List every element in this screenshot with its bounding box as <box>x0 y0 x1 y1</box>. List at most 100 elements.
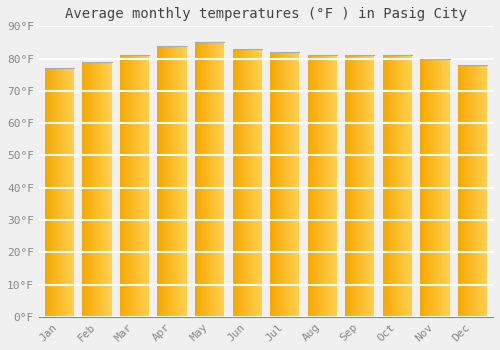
Bar <box>123 55 124 317</box>
Bar <box>180 46 181 317</box>
Bar <box>50 68 51 317</box>
Bar <box>449 58 450 317</box>
Bar <box>464 65 465 317</box>
Bar <box>59 68 60 317</box>
Bar <box>159 46 160 317</box>
Bar <box>219 42 220 317</box>
Bar <box>322 55 323 317</box>
Bar <box>134 55 135 317</box>
Bar <box>259 49 260 317</box>
Bar <box>388 55 389 317</box>
Bar <box>440 58 442 317</box>
Bar <box>421 58 422 317</box>
Bar <box>47 68 48 317</box>
Bar <box>478 65 479 317</box>
Bar <box>185 46 186 317</box>
Bar <box>103 62 104 317</box>
Bar <box>58 68 59 317</box>
Bar <box>368 55 369 317</box>
Bar <box>333 55 334 317</box>
Bar <box>411 55 412 317</box>
Bar <box>459 65 460 317</box>
Bar <box>279 52 280 317</box>
Bar <box>308 55 309 317</box>
Bar <box>385 55 386 317</box>
Bar <box>146 55 147 317</box>
Bar <box>297 52 298 317</box>
Bar <box>443 58 444 317</box>
Bar <box>238 49 239 317</box>
Bar <box>86 62 87 317</box>
Bar <box>177 46 178 317</box>
Bar <box>293 52 294 317</box>
Bar <box>245 49 246 317</box>
Bar <box>46 68 47 317</box>
Bar <box>122 55 123 317</box>
Bar <box>248 49 249 317</box>
Bar <box>444 58 445 317</box>
Bar <box>258 49 259 317</box>
Bar <box>290 52 291 317</box>
Bar <box>216 42 217 317</box>
Bar <box>481 65 482 317</box>
Bar <box>137 55 138 317</box>
Bar <box>256 49 257 317</box>
Bar <box>405 55 406 317</box>
Bar <box>312 55 313 317</box>
Bar <box>365 55 366 317</box>
Bar <box>410 55 411 317</box>
Bar <box>438 58 439 317</box>
Bar <box>332 55 333 317</box>
Bar <box>94 62 95 317</box>
Bar <box>320 55 321 317</box>
Bar <box>172 46 173 317</box>
Bar <box>309 55 310 317</box>
Bar <box>392 55 393 317</box>
Bar <box>237 49 238 317</box>
Bar <box>90 62 91 317</box>
Bar <box>142 55 144 317</box>
Bar <box>87 62 88 317</box>
Bar <box>253 49 254 317</box>
Bar <box>347 55 348 317</box>
Bar <box>181 46 182 317</box>
Bar <box>387 55 388 317</box>
Bar <box>470 65 471 317</box>
Bar <box>234 49 235 317</box>
Bar <box>165 46 166 317</box>
Bar <box>274 52 276 317</box>
Bar <box>243 49 244 317</box>
Bar <box>164 46 165 317</box>
Bar <box>140 55 141 317</box>
Bar <box>175 46 176 317</box>
Bar <box>484 65 486 317</box>
Bar <box>61 68 62 317</box>
Bar <box>401 55 402 317</box>
Bar <box>458 65 459 317</box>
Bar <box>132 55 133 317</box>
Bar <box>350 55 351 317</box>
Bar <box>486 65 487 317</box>
Bar <box>88 62 89 317</box>
Bar <box>355 55 356 317</box>
Bar <box>99 62 100 317</box>
Bar <box>100 62 101 317</box>
Bar <box>95 62 96 317</box>
Bar <box>316 55 317 317</box>
Bar <box>273 52 274 317</box>
Bar <box>199 42 200 317</box>
Bar <box>295 52 296 317</box>
Bar <box>92 62 93 317</box>
Bar <box>311 55 312 317</box>
Bar <box>120 55 121 317</box>
Bar <box>479 65 480 317</box>
Bar <box>160 46 161 317</box>
Bar <box>482 65 483 317</box>
Bar <box>136 55 137 317</box>
Bar <box>446 58 447 317</box>
Bar <box>283 52 284 317</box>
Bar <box>125 55 126 317</box>
Bar <box>480 65 481 317</box>
Bar <box>106 62 107 317</box>
Bar <box>206 42 208 317</box>
